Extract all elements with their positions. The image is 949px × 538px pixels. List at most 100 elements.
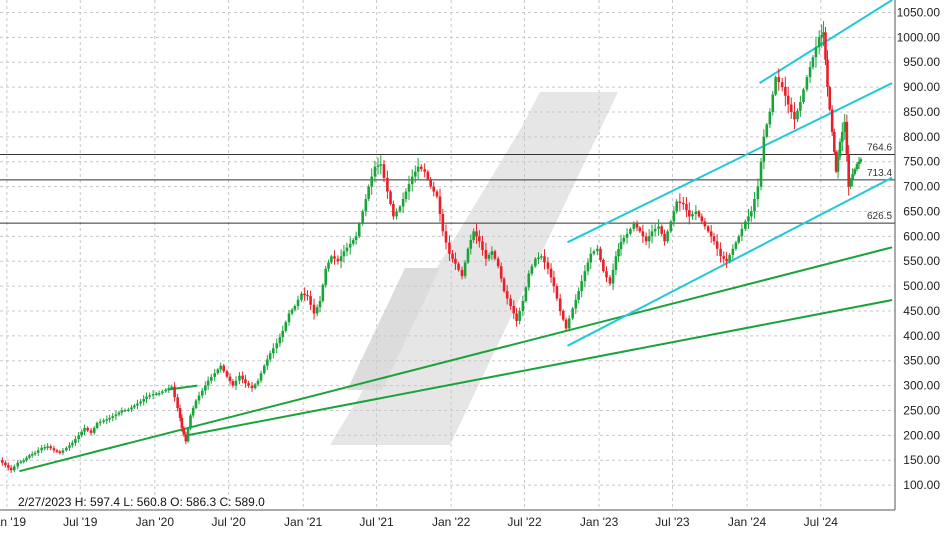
candle-body <box>805 77 809 90</box>
candle-body <box>629 228 632 234</box>
candle-body <box>139 401 142 404</box>
candle-body <box>386 177 389 192</box>
candle-body <box>77 435 80 440</box>
candle-body <box>191 408 195 416</box>
candle-body <box>543 256 546 263</box>
candle-body <box>74 439 77 443</box>
candle-body <box>61 450 65 453</box>
candle-body <box>799 102 802 111</box>
candle-body <box>382 164 386 178</box>
candle-body <box>577 291 580 300</box>
candle-body <box>703 221 707 227</box>
candle-body <box>802 89 805 102</box>
trend-line <box>167 384 198 391</box>
y-tick-label: 200.00 <box>903 428 940 442</box>
y-tick-label: 500.00 <box>903 279 940 293</box>
y-tick-label: 850.00 <box>903 105 940 119</box>
candle-body <box>278 337 282 344</box>
y-tick-label: 950.00 <box>903 55 940 69</box>
candle-body <box>423 169 426 172</box>
candle-body <box>518 310 521 321</box>
candle-body <box>540 256 543 258</box>
candle-body <box>765 124 769 137</box>
candle-body <box>515 313 518 321</box>
candle-body <box>30 454 34 456</box>
candle-body <box>209 376 213 381</box>
candle-body <box>259 373 263 381</box>
candle-body <box>43 447 47 449</box>
candle-body <box>549 268 553 278</box>
candle-body <box>750 211 753 217</box>
candle-body <box>608 277 612 284</box>
candle-body <box>327 262 330 269</box>
candle-body <box>669 221 673 232</box>
candle-body <box>55 450 59 452</box>
candle-body <box>68 445 71 448</box>
candle-body <box>117 412 121 415</box>
candle-body <box>832 131 836 152</box>
candle-body <box>685 204 688 211</box>
candlesticks <box>1 21 863 474</box>
candle-body <box>105 419 109 421</box>
candle-body <box>413 171 417 177</box>
candle-body <box>484 250 488 259</box>
candle-body <box>589 253 593 263</box>
candle-body <box>731 248 735 255</box>
candle-body <box>336 258 340 262</box>
candle-body <box>268 353 272 360</box>
candle-body <box>619 241 623 250</box>
candle-body <box>222 365 226 372</box>
candle-body <box>546 262 550 269</box>
candle-body <box>170 386 173 389</box>
candle-body <box>828 87 832 110</box>
candle-body <box>822 32 825 35</box>
candle-body <box>768 111 772 125</box>
candle-body <box>682 202 685 205</box>
trend-line <box>186 299 893 437</box>
candle-body <box>151 394 155 396</box>
watermark-shape <box>347 268 440 390</box>
candle-body <box>429 179 432 187</box>
candle-body <box>321 284 325 302</box>
x-tick-label: Jan '22 <box>432 515 471 529</box>
candle-body <box>660 226 664 234</box>
candle-body <box>395 211 398 217</box>
candle-body <box>841 131 844 142</box>
level-label: 713.4 <box>867 168 892 179</box>
candle-body <box>262 365 266 374</box>
candle-body <box>65 447 68 451</box>
candle-body <box>339 256 343 262</box>
candle-body <box>611 269 615 284</box>
candle-body <box>687 210 691 217</box>
candle-body <box>46 446 49 448</box>
candle-body <box>451 253 454 259</box>
candle-body <box>505 291 509 299</box>
candle-body <box>663 233 666 242</box>
candle-body <box>817 37 821 48</box>
x-tick-label: Jan '24 <box>728 515 767 529</box>
candle-body <box>820 34 824 38</box>
candle-body <box>438 196 442 214</box>
candle-body <box>737 236 741 243</box>
candle-body <box>617 249 620 257</box>
candle-body <box>796 110 799 120</box>
axes: 100.00 150.00 200.00 250.00 300.00 350.00 400.… <box>0 0 940 529</box>
candle-body <box>771 94 775 112</box>
x-tick-label: Jul '20 <box>211 515 246 529</box>
candle-body <box>213 373 217 377</box>
candle-body <box>164 389 167 392</box>
candle-body <box>728 255 731 262</box>
candle-body <box>605 271 608 278</box>
candle-body <box>281 330 285 338</box>
candle-body <box>521 301 525 311</box>
candle-body <box>12 466 16 471</box>
candle-body <box>330 256 333 263</box>
candle-body <box>527 273 531 288</box>
candle-body <box>120 410 124 413</box>
candle-body <box>309 296 312 305</box>
candle-body <box>614 256 618 270</box>
candle-body <box>808 67 812 78</box>
candle-body <box>574 299 578 309</box>
candle-body <box>555 286 559 299</box>
